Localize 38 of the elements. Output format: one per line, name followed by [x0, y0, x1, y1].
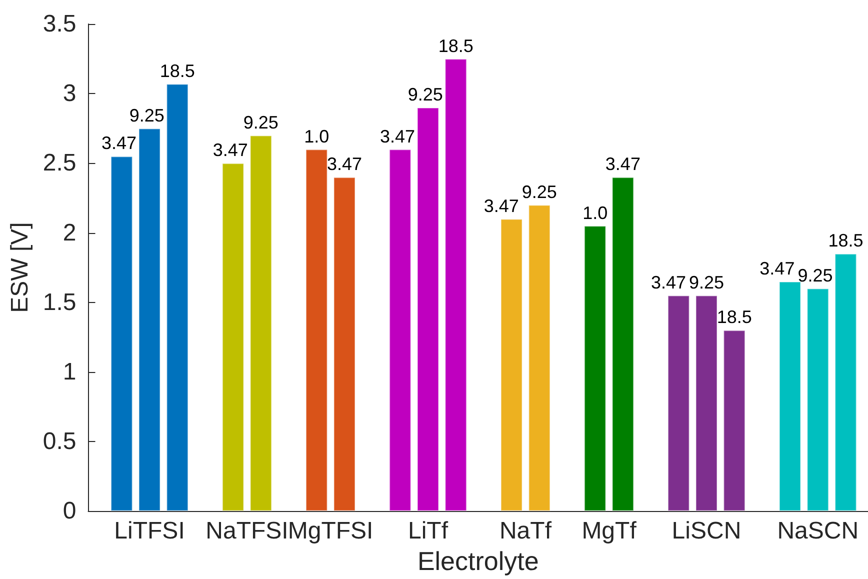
x-tick-label: LiTf	[408, 518, 448, 545]
x-tick-label: LiSCN	[672, 518, 742, 545]
y-tick-label: 0	[62, 498, 76, 525]
x-tick-label: MgTf	[582, 518, 637, 545]
text: 1.0	[582, 202, 608, 223]
text: 9.25	[243, 112, 278, 132]
series-label: 3.47	[484, 196, 519, 216]
text: 3.47	[380, 126, 416, 146]
y-tick-label: 3	[62, 80, 76, 108]
text: 3.47	[326, 154, 362, 174]
x-tick-label: LiTFSI	[114, 518, 185, 545]
x-axis-title: Electrolyte	[417, 546, 539, 576]
text: 3.47	[650, 272, 686, 292]
text: 9.25	[129, 105, 164, 126]
x-tick-label: NaTf	[499, 518, 552, 545]
series-label: 1.0	[304, 126, 330, 146]
text: 18.5	[828, 230, 864, 251]
text: 3.47	[212, 140, 248, 160]
x-tick-label: MgTFSI	[288, 518, 374, 545]
text: 9.25	[688, 272, 724, 292]
text: 3.47	[605, 154, 640, 174]
x-tick-label: NaSCN	[777, 518, 859, 545]
series-label: 18.5	[438, 36, 474, 56]
y-tick-label: 1	[62, 358, 76, 386]
text: 3.47	[760, 258, 795, 278]
text: 18.5	[160, 60, 195, 81]
series-label: 9.25	[408, 84, 443, 105]
y-axis-title: ESW [V]	[6, 222, 34, 313]
y-tick-label: 3.5	[42, 10, 76, 38]
x-tick-label: NaTFSI	[206, 518, 288, 545]
text: 9.25	[798, 265, 833, 286]
y-tick-label: 2.5	[42, 150, 76, 177]
y-tick-label: 1.5	[42, 288, 76, 316]
y-tick-label: 2	[62, 219, 76, 246]
text: 9.25	[522, 182, 557, 202]
text: 18.5	[716, 307, 752, 328]
text: 3.47	[101, 133, 137, 154]
y-tick-label: 0.5	[42, 428, 76, 456]
